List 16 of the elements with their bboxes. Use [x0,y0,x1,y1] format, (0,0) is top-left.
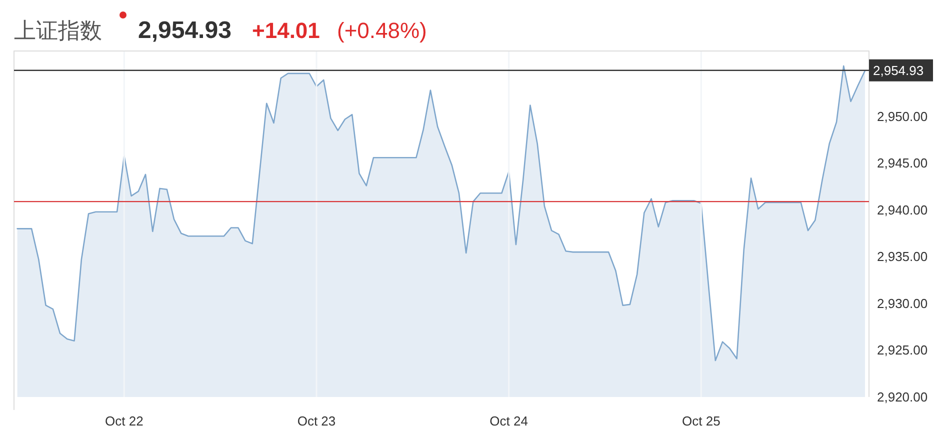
x-tick-label: Oct 23 [297,414,336,428]
chart-title: 上证指数 [14,19,102,44]
text: +14.01 [252,18,320,43]
x-tick-label: Oct 22 [105,414,144,428]
y-tick-label: 2,940.00 [877,202,928,218]
y-tick-label: 2,930.00 [877,296,928,311]
text: (+0.48%) [337,18,427,43]
y-tick-label: 2,920.00 [877,390,928,404]
y-tick-label: 2,925.00 [877,342,928,358]
x-tick-label: Oct 24 [490,414,528,428]
x-tick-label: Oct 25 [682,414,720,428]
y-tick-label: 2,935.00 [877,249,928,264]
text: 2,954.93 [138,17,232,44]
y-tick-label: 2,950.00 [877,108,928,124]
y-tick-label: 2,945.00 [877,156,928,171]
ref-line-label: 2,954.93 [873,62,924,78]
